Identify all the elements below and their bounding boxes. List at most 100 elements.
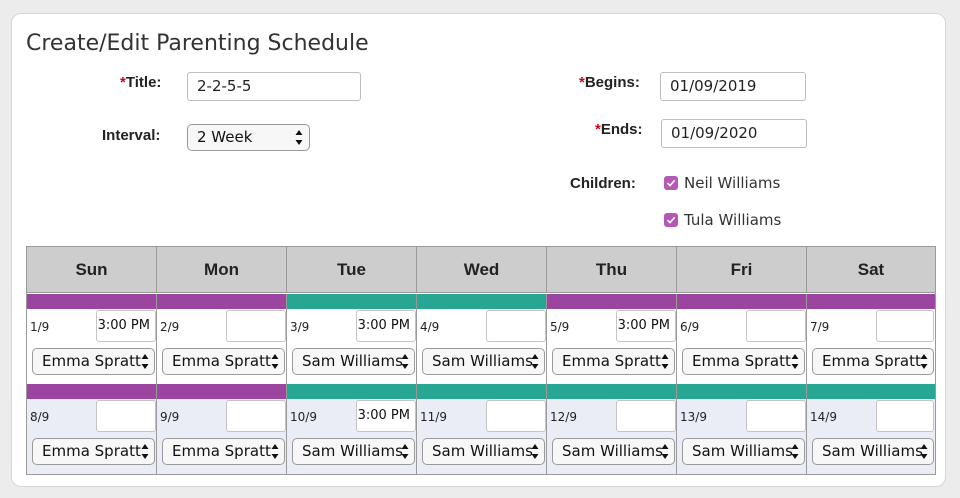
day-date: 9/9 [160,410,180,424]
parent-select[interactable]: Sam Williams [812,438,934,465]
parent-name: Sam Williams [692,442,793,460]
day-date: 7/9 [810,320,830,334]
schedule-calendar: Sun Mon Tue Wed Thu Fri Sat 1/9 3:00 PM Em… [26,246,936,475]
custody-color-bar [157,294,286,309]
parent-name: Sam Williams [562,442,663,460]
day-header: Fri [677,247,807,293]
exchange-time-input[interactable] [616,400,676,432]
day-date: 12/9 [550,410,577,424]
custody-color-bar [677,294,806,309]
parent-select[interactable]: Sam Williams [292,348,415,375]
parent-name: Sam Williams [302,442,403,460]
day-date: 3/9 [290,320,310,334]
day-header: Wed [417,247,547,293]
custody-color-bar [807,294,935,309]
parent-select[interactable]: Sam Williams [422,348,545,375]
child-checkbox-neil[interactable]: Neil Williams [664,174,780,192]
parent-name: Emma Spratt [172,352,271,370]
parent-name: Emma Spratt [42,352,141,370]
custody-color-bar [547,384,676,399]
parent-select[interactable]: Emma Spratt [32,438,155,465]
day-header: Tue [287,247,417,293]
interval-select[interactable]: 2 Week [187,124,310,151]
parent-select[interactable]: Sam Williams [422,438,545,465]
parent-name: Sam Williams [302,352,403,370]
custody-color-bar [417,384,546,399]
parent-name: Sam Williams [822,442,923,460]
exchange-time-input[interactable] [746,400,806,432]
exchange-time-input[interactable] [746,310,806,342]
calendar-day-cell: 6/9 Emma Spratt [677,294,807,384]
day-date: 14/9 [810,410,837,424]
parent-select[interactable]: Emma Spratt [162,438,285,465]
select-arrows-icon [661,354,669,369]
exchange-time-input[interactable]: 3:00 PM [356,400,416,432]
calendar-day-cell: 1/9 3:00 PM Emma Spratt [27,294,157,384]
custody-color-bar [27,294,156,309]
parent-select[interactable]: Emma Spratt [812,348,934,375]
title-input[interactable]: 2-2-5-5 [187,72,361,101]
child-name: Tula Williams [684,211,782,229]
ends-date-input[interactable]: 01/09/2020 [661,119,807,148]
exchange-time-input[interactable]: 3:00 PM [356,310,416,342]
select-arrows-icon [920,444,928,459]
day-date: 10/9 [290,410,317,424]
parent-select[interactable]: Emma Spratt [552,348,675,375]
parent-name: Emma Spratt [822,352,921,370]
calendar-day-cell: 11/9 Sam Williams [417,384,547,474]
child-name: Neil Williams [684,174,781,192]
select-arrows-icon [295,130,303,145]
begins-label: *Begins: [579,74,640,91]
exchange-time-input[interactable] [226,400,286,432]
parent-select[interactable]: Sam Williams [552,438,675,465]
parent-name: Emma Spratt [562,352,661,370]
checkbox-checked-icon[interactable] [664,176,678,190]
custody-color-bar [547,294,676,309]
select-arrows-icon [141,354,149,369]
exchange-time-input[interactable] [226,310,286,342]
parent-name: Emma Spratt [692,352,791,370]
parent-select[interactable]: Emma Spratt [32,348,155,375]
exchange-time-input[interactable]: 3:00 PM [616,310,676,342]
day-date: 2/9 [160,320,180,334]
calendar-day-cell: 13/9 Sam Williams [677,384,807,474]
checkbox-checked-icon[interactable] [664,213,678,227]
select-arrows-icon [401,354,409,369]
calendar-day-cell: 14/9 Sam Williams [807,384,935,474]
title-label: *Title: [120,74,162,91]
calendar-day-cell: 2/9 Emma Spratt [157,294,287,384]
parent-select[interactable]: Emma Spratt [682,348,805,375]
interval-value: 2 Week [197,128,253,146]
day-date: 5/9 [550,320,570,334]
custody-color-bar [157,384,286,399]
parent-name: Sam Williams [432,352,533,370]
calendar-day-cell: 10/9 3:00 PM Sam Williams [287,384,417,474]
exchange-time-input[interactable] [876,310,934,342]
begins-date-input[interactable]: 01/09/2019 [660,72,806,101]
calendar-week-2: 8/9 Emma Spratt 9/9 Emma Spratt 10/9 3:00 PM S… [27,384,935,474]
custody-color-bar [677,384,806,399]
day-header: Thu [547,247,677,293]
select-arrows-icon [661,444,669,459]
schedule-card: Create/Edit Parenting Schedule *Title: 2… [11,13,946,487]
custody-color-bar [27,384,156,399]
calendar-day-cell: 3/9 3:00 PM Sam Williams [287,294,417,384]
parent-select[interactable]: Emma Spratt [162,348,285,375]
day-date: 11/9 [420,410,447,424]
parent-select[interactable]: Sam Williams [292,438,415,465]
ends-label: *Ends: [595,121,643,138]
child-checkbox-tula[interactable]: Tula Williams [664,211,781,229]
exchange-time-input[interactable] [486,400,546,432]
select-arrows-icon [141,444,149,459]
custody-color-bar [417,294,546,309]
parent-name: Emma Spratt [42,442,141,460]
exchange-time-input[interactable] [876,400,934,432]
parent-select[interactable]: Sam Williams [682,438,805,465]
exchange-time-input[interactable] [486,310,546,342]
custody-color-bar [807,384,935,399]
select-arrows-icon [920,354,928,369]
custody-color-bar [287,384,416,399]
exchange-time-input[interactable] [96,400,156,432]
page-title: Create/Edit Parenting Schedule [26,31,369,56]
exchange-time-input[interactable]: 3:00 PM [96,310,156,342]
